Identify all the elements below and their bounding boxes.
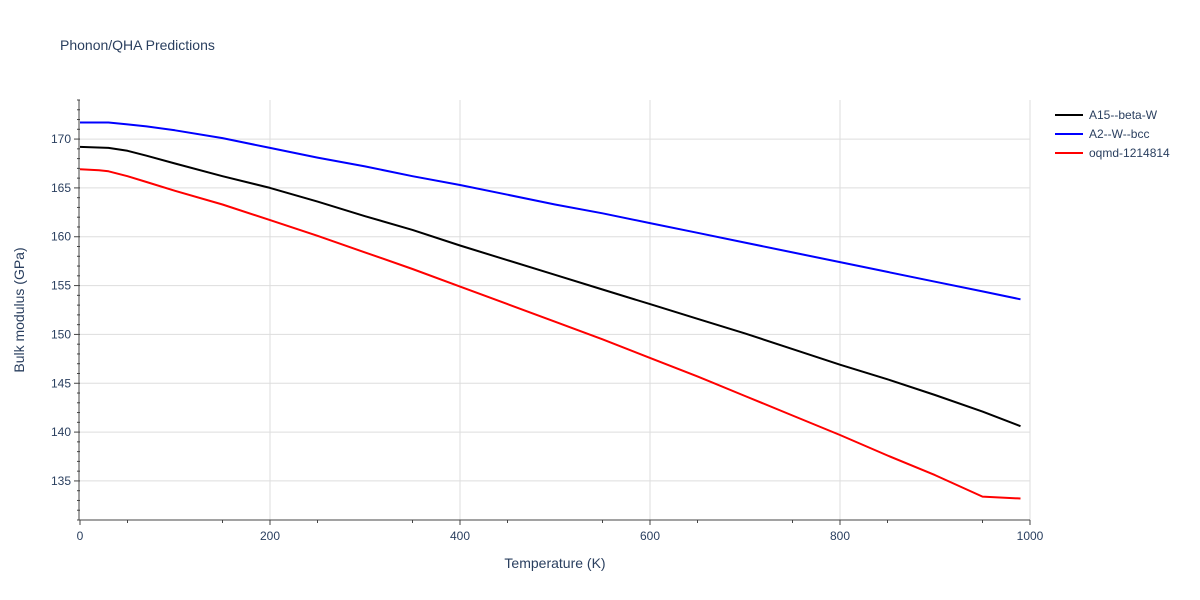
legend-item[interactable]: A15--beta-W	[1055, 108, 1158, 122]
y-tick-label: 165	[51, 181, 71, 195]
gridlines	[80, 100, 1031, 520]
series-line-a15-beta-w	[79, 145, 1021, 428]
y-tick-label: 160	[51, 230, 71, 244]
legend-item[interactable]: A2--W--bcc	[1055, 127, 1149, 141]
x-axis-title: Temperature (K)	[504, 555, 605, 571]
series-layer	[79, 121, 1021, 500]
y-tick-label: 155	[51, 279, 71, 293]
x-tick-label: 400	[450, 529, 470, 543]
y-tick-label: 145	[51, 376, 71, 390]
y-axis-ticks: 135 140 145 150 155 160 165 170	[51, 132, 80, 488]
x-tick-label: 1000	[1017, 529, 1044, 543]
y-tick-label: 135	[51, 474, 71, 488]
x-tick-label: 0	[77, 529, 84, 543]
legend-label: A2--W--bcc	[1089, 127, 1149, 141]
x-tick-label: 800	[830, 529, 850, 543]
y-tick-label: 150	[51, 327, 71, 341]
legend-label: A15--beta-W	[1089, 108, 1158, 122]
chart-title: Phonon/QHA Predictions	[60, 37, 215, 53]
series-line-oqmd-1214814	[79, 168, 1021, 500]
x-axis-ticks: 0 200 400 600 800 1000	[77, 520, 1044, 543]
legend-item[interactable]: oqmd-1214814	[1055, 146, 1170, 160]
y-tick-label: 140	[51, 425, 71, 439]
x-tick-label: 600	[640, 529, 660, 543]
y-tick-label: 170	[51, 132, 71, 146]
legend-label: oqmd-1214814	[1089, 146, 1170, 160]
x-tick-label: 200	[260, 529, 280, 543]
y-axis-title: Bulk modulus (GPa)	[11, 247, 27, 372]
series-line-a2-w-bcc	[80, 121, 1021, 301]
legend[interactable]: A15--beta-W A2--W--bcc oqmd-1214814	[1055, 108, 1170, 160]
